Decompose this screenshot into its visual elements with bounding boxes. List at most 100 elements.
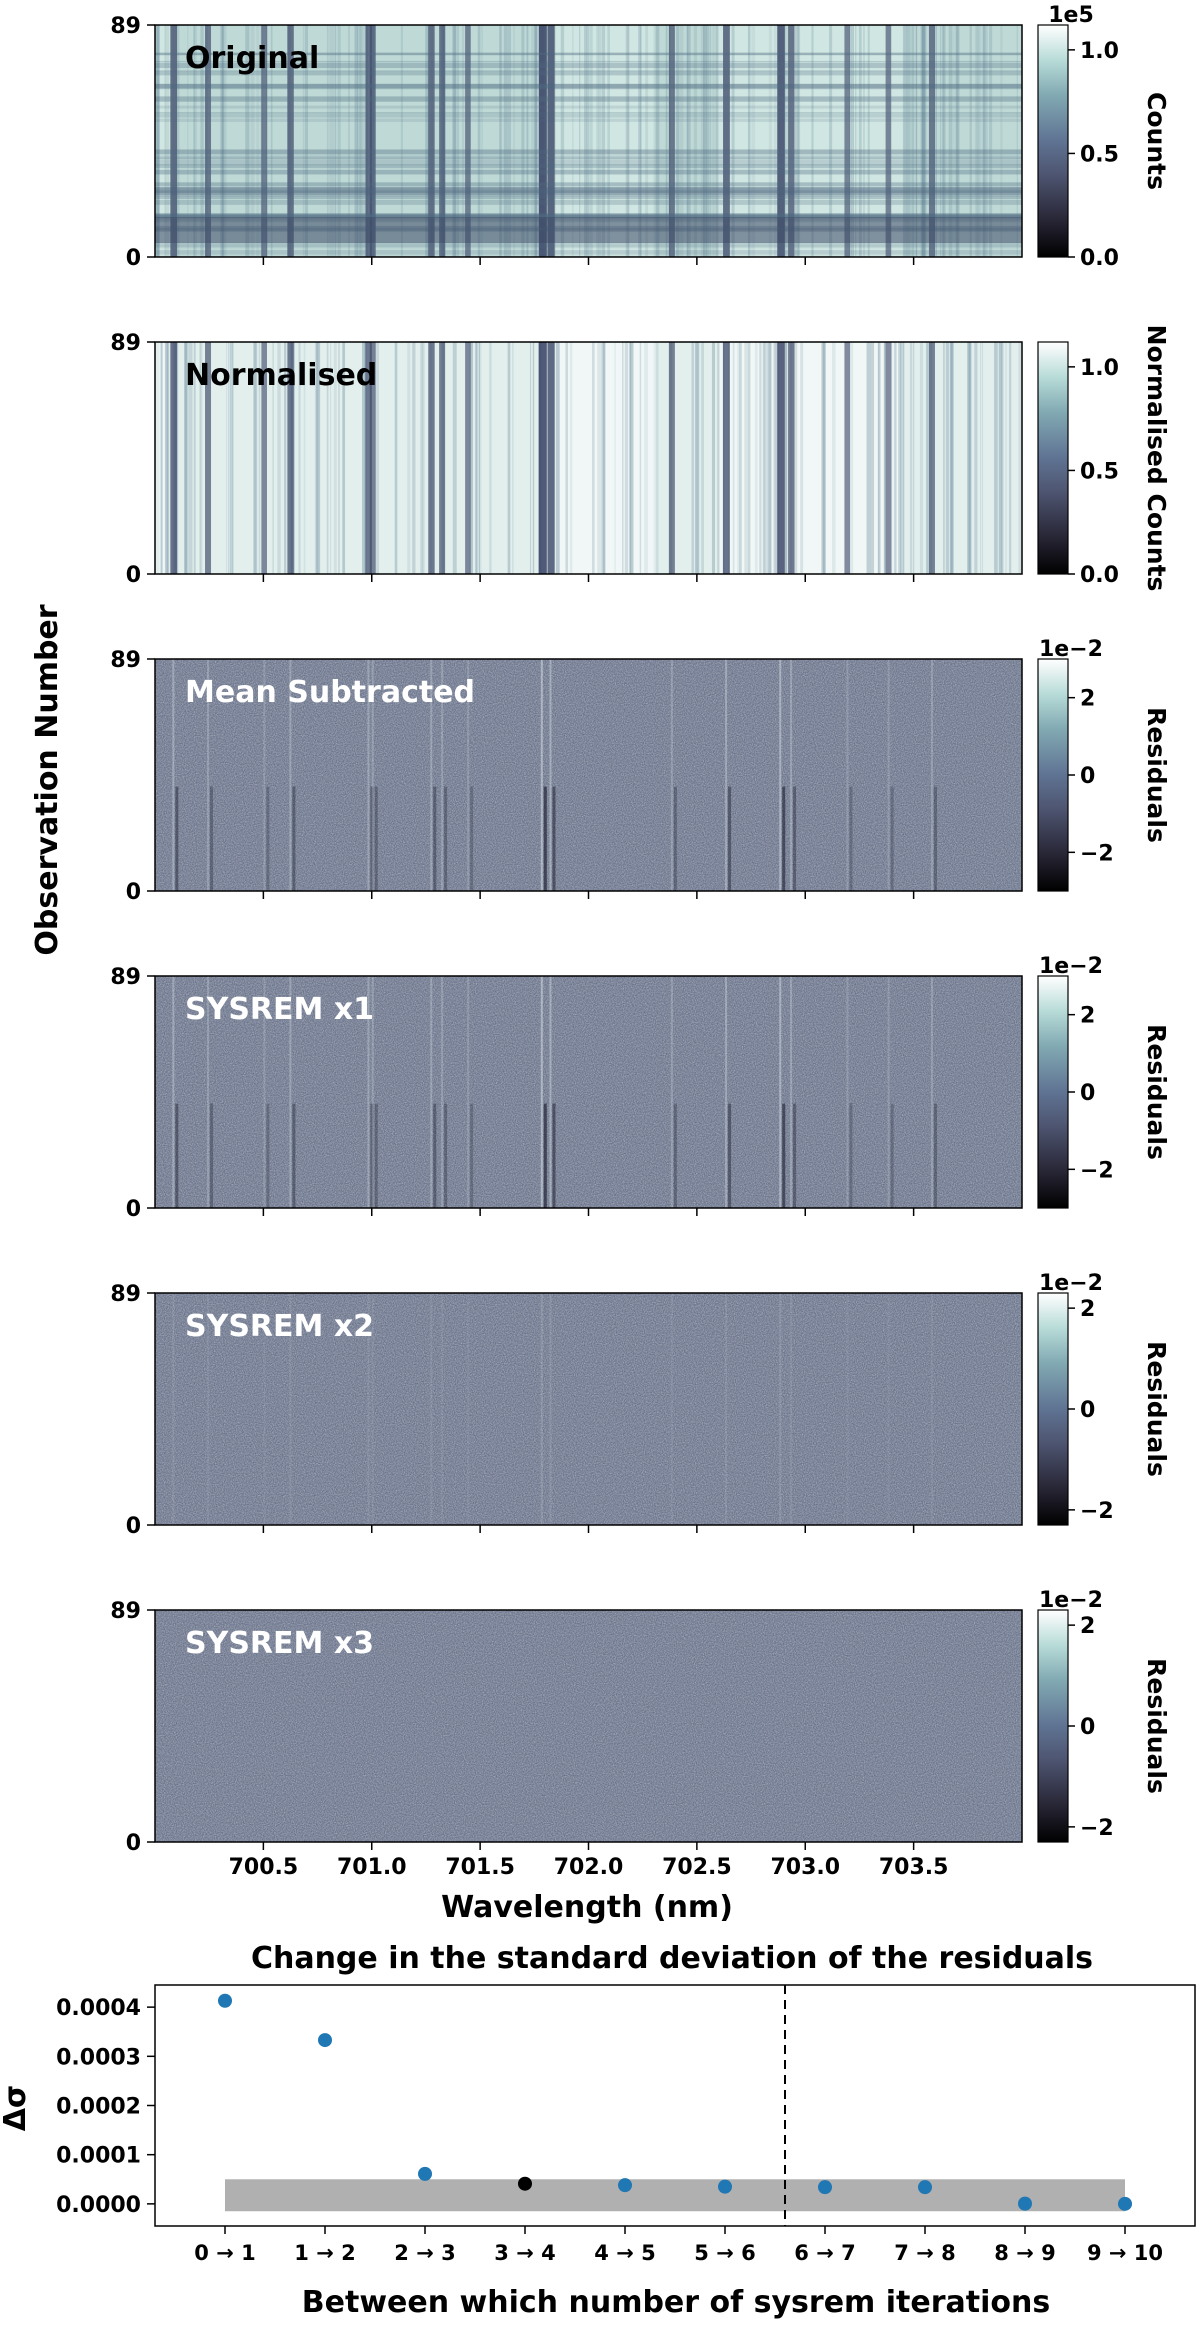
- spectral-stripe: [924, 25, 927, 257]
- spectral-stripe: [883, 342, 886, 574]
- spectral-stripe: [222, 25, 225, 257]
- observation-band: [155, 155, 1022, 159]
- continuum-band: [159, 25, 173, 257]
- spectral-stripe: [977, 25, 982, 257]
- residual-line: [289, 976, 292, 1208]
- spectral-stripe: [427, 25, 429, 257]
- spectral-stripe: [764, 342, 767, 574]
- noise-dark: [155, 659, 1022, 891]
- spectral-stripe: [200, 25, 204, 257]
- spectral-stripe: [983, 25, 986, 257]
- residual-dark: [374, 786, 378, 891]
- spectral-stripe: [832, 342, 836, 574]
- residual-line: [263, 976, 266, 1208]
- spectral-stripe: [330, 25, 334, 257]
- x-tick-label: 700.5: [229, 1855, 299, 1880]
- spectral-stripe: [982, 25, 986, 257]
- y-tick-label: 0: [126, 246, 141, 271]
- spectral-stripe: [731, 25, 735, 257]
- spectral-stripe: [893, 342, 897, 574]
- colorbar-tick-label: 2: [1080, 1614, 1095, 1639]
- spectral-stripe: [953, 25, 955, 257]
- spectral-stripe: [622, 342, 624, 574]
- absorption-line: [928, 342, 935, 574]
- colorbar-tick-label: 0: [1080, 1398, 1095, 1423]
- spectral-stripe: [877, 342, 879, 574]
- spectral-stripe: [976, 25, 980, 257]
- x-tick-label: 2 → 3: [394, 2241, 455, 2265]
- observation-band: [155, 60, 1022, 63]
- absorption-line: [465, 25, 471, 257]
- y-tick-label: 0.0003: [56, 2045, 141, 2070]
- spectral-stripe: [479, 25, 483, 257]
- absorption-line: [885, 342, 892, 574]
- absorption-line: [668, 342, 675, 574]
- residual-line: [467, 1293, 470, 1525]
- spectral-stripe: [155, 25, 159, 257]
- residual-line: [930, 1293, 933, 1525]
- observation-band: [155, 188, 1022, 194]
- colorbar: [1037, 24, 1069, 258]
- colorbar-tick-label: 1.0: [1080, 39, 1119, 64]
- residual-line: [540, 659, 543, 891]
- residual-dark: [793, 1103, 797, 1208]
- residual-dark: [782, 786, 786, 891]
- residual-line: [441, 976, 444, 1208]
- absorption-line: [844, 342, 851, 574]
- residual-dark: [782, 1103, 786, 1208]
- spectral-stripe: [912, 25, 915, 257]
- spectral-stripe: [603, 342, 606, 574]
- residual-line: [790, 976, 793, 1208]
- spectral-stripe: [560, 25, 565, 257]
- residual-line: [549, 659, 552, 891]
- spectral-stripe: [357, 25, 361, 257]
- residual-line: [441, 659, 444, 891]
- residual-dark: [175, 786, 179, 891]
- absorption-line: [723, 25, 730, 257]
- spectral-stripe: [655, 25, 660, 257]
- panel-title: SYSREM x1: [185, 992, 374, 1027]
- residual-line: [371, 976, 374, 1208]
- spectral-stripe: [298, 342, 301, 574]
- noise-dark: [155, 976, 1022, 1208]
- spectral-stripe: [863, 25, 865, 257]
- spectral-stripe: [676, 25, 680, 257]
- spectral-stripe: [986, 25, 988, 257]
- spectral-stripe: [253, 342, 256, 574]
- residual-line: [670, 659, 673, 891]
- observation-band: [155, 70, 1022, 72]
- spectral-stripe: [969, 25, 972, 257]
- spectral-stripe: [747, 25, 751, 257]
- spectral-stripe: [316, 342, 321, 574]
- spectral-stripe: [452, 25, 456, 257]
- colorbar-tick-label: 0: [1080, 1081, 1095, 1106]
- spectral-stripe: [569, 342, 573, 574]
- colorbar-tick-label: −2: [1080, 1158, 1114, 1183]
- spectral-stripe: [767, 342, 772, 574]
- x-tick-label: 8 → 9: [994, 2241, 1055, 2265]
- spectral-stripe: [638, 25, 642, 257]
- x-tick-label: 7 → 8: [894, 2241, 955, 2265]
- noise-band: [225, 2179, 1125, 2212]
- spectral-stripe: [645, 25, 649, 257]
- heatmap-panel-6: SYSREM x3 0 89 −2 0 21e−2 Residuals: [110, 1588, 1171, 1856]
- x-tick-label: 9 → 10: [1087, 2241, 1163, 2265]
- spectral-stripe: [184, 342, 187, 574]
- spectral-stripe: [314, 342, 319, 574]
- colorbar-tick-label: 0.0: [1080, 563, 1119, 588]
- y-tick-label: 0: [126, 563, 141, 588]
- spectral-stripe: [970, 342, 972, 574]
- absorption-line: [428, 25, 435, 257]
- spectral-stripe: [754, 342, 758, 574]
- x-tick-label: 701.0: [337, 1855, 407, 1880]
- spectral-stripe: [1000, 25, 1003, 257]
- spectral-stripe: [919, 342, 924, 574]
- spectral-stripe: [503, 25, 508, 257]
- spectral-stripe: [900, 342, 904, 574]
- spectral-stripe: [655, 342, 659, 574]
- y-tick-label: 89: [110, 1282, 141, 1307]
- spectral-stripe: [342, 342, 344, 574]
- absorption-line: [538, 25, 547, 257]
- spectral-stripe: [512, 342, 514, 574]
- spectral-stripe: [555, 342, 560, 574]
